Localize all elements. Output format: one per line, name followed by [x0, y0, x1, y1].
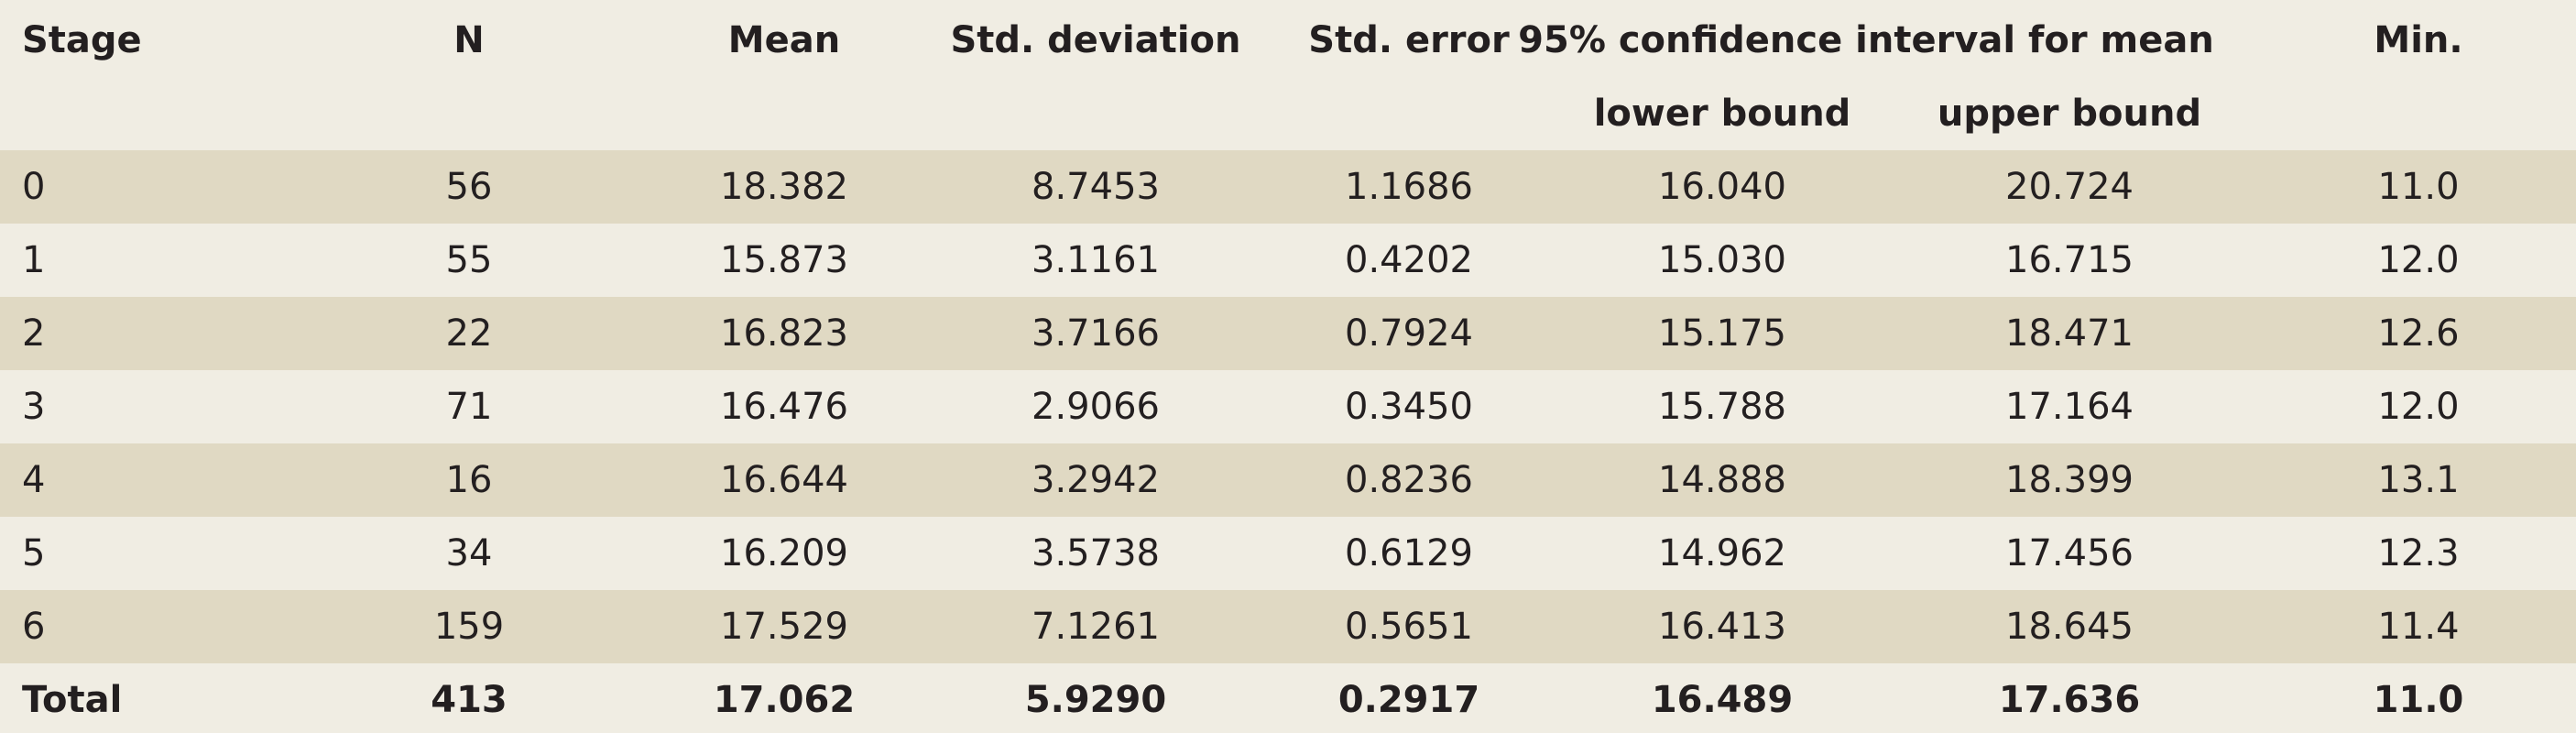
cell-upper-bound: 17.164 — [2005, 386, 2134, 428]
cell-mean: 17.529 — [720, 606, 848, 648]
header-upper-bound: upper bound — [1937, 93, 2202, 135]
cell-std-deviation: 3.2942 — [1031, 459, 1160, 501]
cell-lower-bound: 15.175 — [1658, 312, 1786, 355]
cell-min: 11.4 — [2377, 606, 2460, 648]
total-row: Total 413 17.062 5.9290 0.2917 16.489 17… — [0, 663, 2576, 733]
cell-upper-bound: 20.724 — [2005, 166, 2134, 208]
table-row: 1 55 15.873 3.1161 0.4202 15.030 16.715 … — [0, 224, 2576, 297]
cell-std-deviation: 2.9066 — [1031, 386, 1160, 428]
cell-n: 34 — [445, 532, 493, 574]
cell-stage: 0 — [22, 166, 46, 208]
total-std-error: 0.2917 — [1337, 679, 1480, 721]
cell-std-error: 1.1686 — [1345, 166, 1473, 208]
cell-mean: 16.209 — [720, 532, 848, 574]
cell-lower-bound: 14.888 — [1658, 459, 1786, 501]
total-n: 413 — [431, 679, 508, 721]
total-min: 11.0 — [2373, 679, 2464, 721]
subheader-row: lower bound upper bound — [0, 77, 2576, 150]
table-row: 6 159 17.529 7.1261 0.5651 16.413 18.645… — [0, 590, 2576, 663]
header-stage: Stage — [22, 19, 142, 61]
header-n: N — [453, 19, 485, 61]
cell-upper-bound: 18.645 — [2005, 606, 2134, 648]
cell-mean: 16.476 — [720, 386, 848, 428]
header-row: Stage N Mean Std. deviation Std. error 9… — [0, 4, 2576, 77]
cell-std-error: 0.6129 — [1345, 532, 1473, 574]
cell-stage: 1 — [22, 239, 46, 281]
header-confidence-interval: 95% confidence interval for mean — [1518, 19, 2214, 61]
cell-mean: 15.873 — [720, 239, 848, 281]
total-lower-bound: 16.489 — [1651, 679, 1794, 721]
header-mean: Mean — [727, 19, 841, 61]
table-row: 5 34 16.209 3.5738 0.6129 14.962 17.456 … — [0, 517, 2576, 590]
cell-n: 55 — [445, 239, 493, 281]
cell-mean: 16.644 — [720, 459, 848, 501]
header-std-error: Std. error — [1308, 19, 1510, 61]
header-lower-bound: lower bound — [1593, 93, 1851, 135]
cell-n: 159 — [433, 606, 505, 648]
cell-stage: 6 — [22, 606, 46, 648]
table-row: 0 56 18.382 8.7453 1.1686 16.040 20.724 … — [0, 150, 2576, 224]
cell-lower-bound: 15.788 — [1658, 386, 1786, 428]
cell-lower-bound: 14.962 — [1658, 532, 1786, 574]
table-row: 4 16 16.644 3.2942 0.8236 14.888 18.399 … — [0, 443, 2576, 517]
cell-min: 12.0 — [2377, 386, 2460, 428]
cell-stage: 2 — [22, 312, 46, 355]
total-upper-bound: 17.636 — [1998, 679, 2141, 721]
cell-lower-bound: 16.040 — [1658, 166, 1786, 208]
total-stage: Total — [22, 679, 123, 721]
cell-upper-bound: 17.456 — [2005, 532, 2134, 574]
header-min: Min. — [2374, 19, 2463, 61]
total-std-deviation: 5.9290 — [1024, 679, 1167, 721]
cell-mean: 16.823 — [720, 312, 848, 355]
table-row: 3 71 16.476 2.9066 0.3450 15.788 17.164 … — [0, 370, 2576, 443]
cell-min: 11.0 — [2377, 166, 2460, 208]
cell-min: 12.6 — [2377, 312, 2460, 355]
cell-std-deviation: 3.1161 — [1031, 239, 1160, 281]
cell-std-error: 0.3450 — [1345, 386, 1473, 428]
cell-upper-bound: 16.715 — [2005, 239, 2134, 281]
cell-std-error: 0.5651 — [1345, 606, 1473, 648]
cell-upper-bound: 18.471 — [2005, 312, 2134, 355]
total-mean: 17.062 — [713, 679, 856, 721]
cell-n: 22 — [445, 312, 493, 355]
cell-std-deviation: 7.1261 — [1031, 606, 1160, 648]
cell-std-error: 0.4202 — [1345, 239, 1473, 281]
header-std-deviation: Std. deviation — [950, 19, 1241, 61]
cell-std-deviation: 3.5738 — [1031, 532, 1160, 574]
cell-n: 16 — [445, 459, 493, 501]
cell-stage: 3 — [22, 386, 46, 428]
cell-std-deviation: 8.7453 — [1031, 166, 1160, 208]
cell-min: 12.0 — [2377, 239, 2460, 281]
cell-min: 13.1 — [2377, 459, 2460, 501]
cell-lower-bound: 15.030 — [1658, 239, 1786, 281]
cell-n: 56 — [445, 166, 493, 208]
cell-upper-bound: 18.399 — [2005, 459, 2134, 501]
cell-stage: 5 — [22, 532, 46, 574]
cell-n: 71 — [445, 386, 493, 428]
cell-std-error: 0.8236 — [1345, 459, 1473, 501]
cell-min: 12.3 — [2377, 532, 2460, 574]
cell-std-error: 0.7924 — [1345, 312, 1473, 355]
cell-stage: 4 — [22, 459, 46, 501]
cell-std-deviation: 3.7166 — [1031, 312, 1160, 355]
cell-mean: 18.382 — [720, 166, 848, 208]
table-row: 2 22 16.823 3.7166 0.7924 15.175 18.471 … — [0, 297, 2576, 370]
cell-lower-bound: 16.413 — [1658, 606, 1786, 648]
